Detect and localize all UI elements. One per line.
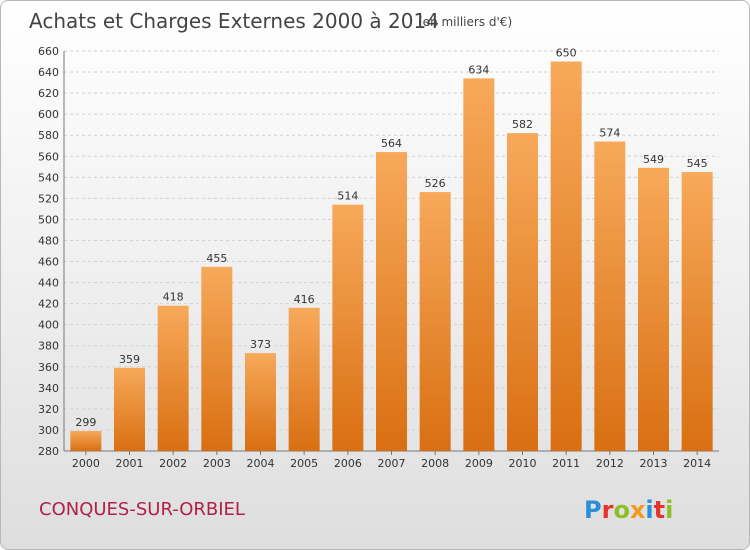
y-tick-label: 320: [38, 403, 59, 416]
y-tick-label: 500: [38, 213, 59, 226]
x-tick-label: 2000: [72, 457, 100, 470]
y-tick-label: 460: [38, 256, 59, 269]
y-tick-label: 420: [38, 298, 59, 311]
bar-value-label: 514: [337, 190, 358, 203]
bar: [201, 266, 233, 451]
y-tick-label: 300: [38, 424, 59, 437]
y-tick-label: 540: [38, 171, 59, 184]
y-tick-label: 380: [38, 340, 59, 353]
chart-title: Achats et Charges Externes 2000 à 2014: [29, 9, 439, 33]
x-tick-label: 2009: [465, 457, 493, 470]
chart-subtitle: (en milliers d'€): [418, 15, 512, 29]
y-tick-label: 620: [38, 87, 59, 100]
bar-value-label: 418: [163, 291, 184, 304]
x-tick-label: 2014: [683, 457, 711, 470]
x-tick-label: 2007: [378, 457, 406, 470]
y-tick-label: 660: [38, 45, 59, 58]
y-tick-label: 440: [38, 277, 59, 290]
x-tick-label: 2010: [509, 457, 537, 470]
bar: [594, 141, 626, 452]
y-axis: 280 300 320 340 360 380 400 420 440 460 480 500 520 5…: [38, 45, 719, 458]
y-tick-label: 340: [38, 382, 59, 395]
y-tick-label: 560: [38, 150, 59, 163]
bar: [245, 353, 276, 451]
x-tick-label: 2008: [421, 457, 449, 470]
bar: [550, 61, 582, 452]
bar-value-label: 564: [381, 137, 402, 150]
bar-value-label: 582: [512, 118, 533, 131]
bar-value-label: 545: [687, 157, 708, 170]
bar: [70, 431, 102, 451]
bar: [681, 172, 713, 452]
bar: [332, 204, 364, 451]
bar: [638, 167, 669, 451]
x-tick-label: 2004: [247, 457, 275, 470]
bar: [507, 133, 538, 451]
y-tick-label: 520: [38, 192, 59, 205]
y-tick-label: 480: [38, 234, 59, 247]
bar-value-label: 373: [250, 338, 271, 351]
x-tick-label: 2003: [203, 457, 231, 470]
bar: [376, 152, 407, 452]
x-tick-label: 2001: [116, 457, 144, 470]
bar-value-label: 574: [599, 127, 620, 140]
bar-value-label: 416: [294, 293, 315, 306]
bar: [114, 367, 145, 451]
bar-value-label: 526: [425, 177, 446, 190]
bar-value-label: 549: [643, 153, 664, 166]
y-tick-label: 360: [38, 361, 59, 374]
bar: [463, 78, 495, 452]
y-tick-label: 280: [38, 445, 59, 458]
x-tick-label: 2012: [596, 457, 624, 470]
bar: [288, 307, 320, 451]
y-tick-label: 580: [38, 129, 59, 142]
x-tick-label: 2002: [159, 457, 187, 470]
x-axis: 2000 2001 2002 2003 2004 2005 2006 2007 2008 2009…: [72, 451, 711, 470]
logo-wordmark: Proxiti: [584, 496, 673, 524]
y-tick-label: 640: [38, 66, 59, 79]
bar-value-label: 299: [75, 416, 96, 429]
x-tick-label: 2006: [334, 457, 362, 470]
x-tick-label: 2005: [290, 457, 318, 470]
y-tick-label: 600: [38, 108, 59, 121]
y-tick-label: 400: [38, 319, 59, 332]
bar-value-label: 455: [206, 252, 227, 265]
bars: 299 359 418 455 373 416 514 564 526 634 582 650 574 5…: [70, 47, 713, 452]
x-tick-label: 2011: [552, 457, 580, 470]
commune-name: CONQUES-SUR-ORBIEL: [39, 499, 245, 520]
bar: [157, 305, 189, 451]
proxiti-logo: Proxiti: [584, 496, 673, 524]
x-tick-label: 2013: [640, 457, 668, 470]
bar: [419, 192, 451, 452]
bar-value-label: 359: [119, 353, 140, 366]
bar-value-label: 650: [556, 47, 577, 60]
bar-value-label: 634: [468, 63, 489, 76]
